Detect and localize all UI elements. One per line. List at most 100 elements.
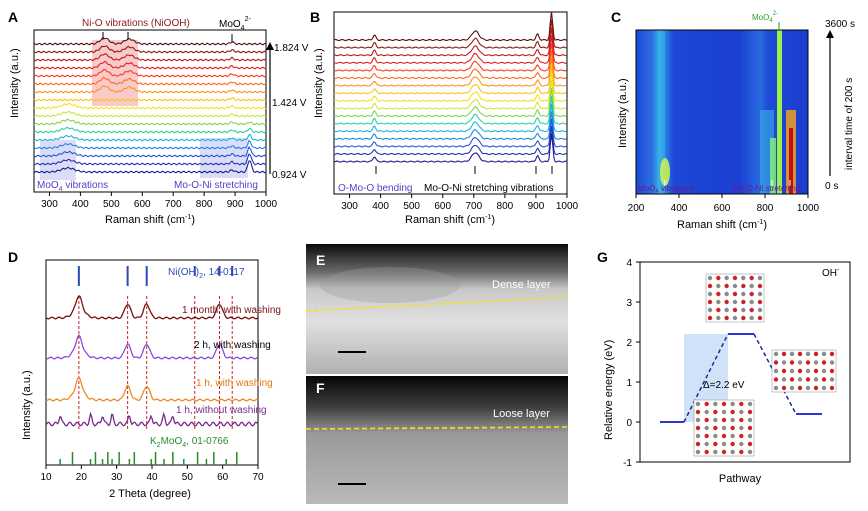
panel-c-time-arrowhead (826, 30, 834, 38)
panel-b-spectrum-12 (333, 95, 567, 125)
panel-a-spectrum-5 (33, 69, 267, 78)
panel-b-spectrum-10 (333, 79, 567, 110)
panel-g-ytick-label: 0 (626, 418, 632, 429)
panel-g-atom (716, 275, 721, 281)
panel-g-atom (707, 307, 713, 313)
panel-a-spectrum-16 (34, 153, 267, 166)
panel-d-frame (45, 259, 259, 466)
panel-b-frame (333, 11, 568, 195)
panel-g-atom (781, 377, 787, 382)
panel-g-atom (716, 315, 721, 321)
panel-g-atom (789, 385, 795, 391)
panel-d-series (45, 266, 259, 465)
panel-g-atom (732, 299, 738, 305)
panel-f-caption: Loose layer (493, 408, 550, 420)
panel-b-spectrum-9 (333, 72, 567, 102)
panel-a-xtick-label: 900 (227, 199, 244, 210)
panel-g-ytick-label: 3 (626, 298, 632, 309)
panel-g-ytick-label: -1 (623, 458, 632, 469)
panel-b-spectrum-4 (333, 35, 567, 64)
panel-g-atom (773, 368, 779, 374)
panel-a-frame (33, 29, 267, 193)
panel-a-xtick-label: 800 (196, 199, 213, 210)
panel-g-ylabel: Relative energy (eV) (603, 340, 615, 440)
panel-g-atom (805, 360, 811, 365)
panel-e-caption: Dense layer (492, 279, 551, 291)
panel-g-atom (781, 385, 787, 391)
panel-a-spectra (33, 37, 267, 174)
panel-b-spectrum-16 (333, 125, 567, 156)
panel-b-spectrum-15 (333, 118, 567, 148)
panel-b-spectrum-7 (333, 57, 567, 87)
panel-g-atom (724, 315, 729, 321)
panel-g-barrier-label: Δ=2.2 eV (703, 380, 745, 391)
panel-g-atom (704, 409, 709, 415)
panel-a-xticks: 300 400 500 600 700 800 900 1000 (41, 192, 278, 210)
panel-g-atom (721, 449, 727, 455)
panel-g-atom (757, 315, 763, 321)
panel-g-atom (781, 360, 787, 365)
panel-g-atom (797, 368, 803, 374)
panel-g-atom (724, 275, 729, 281)
panel-e-micrograph (306, 244, 568, 374)
panel-g-atom (747, 441, 753, 447)
panel-d-xtick-label: 50 (182, 472, 194, 483)
panel-a-spectrum-1 (33, 37, 267, 46)
panel-a-xtick-label: 700 (165, 199, 182, 210)
panel-a-spectrum-3 (33, 53, 267, 62)
panel-c-monist-label: Mo-O-Ni stretching (733, 184, 800, 193)
panel-g-atom (757, 299, 763, 305)
panel-b-spectrum-3 (333, 27, 567, 57)
panel-b-spectrum-17 (333, 133, 567, 163)
panel-b-xtick-label: 800 (497, 201, 514, 212)
panel-d-series-label-3: 1 h, with washing (196, 378, 273, 389)
panel-g-atom (732, 307, 738, 313)
panel-a-xtick-label: 500 (103, 199, 120, 210)
panel-d-ref-top: Ni(OH)2, 14-0117 (168, 267, 245, 280)
panel-g-atom (829, 368, 835, 374)
panel-g-atom (704, 401, 709, 407)
panel-b-spectrum-11 (334, 87, 567, 118)
panel-g-atom (821, 368, 827, 374)
panel-a-ylabel: Intensity (a.u.) (9, 48, 21, 118)
panel-b-xtick-label: 400 (372, 201, 389, 212)
panel-g-ytick-label: 1 (626, 378, 632, 389)
panel-c-xtick-label: 400 (671, 203, 688, 214)
panel-a-xtick-label: 300 (41, 199, 58, 210)
panel-g-atom (730, 449, 735, 455)
panel-g-atom (695, 441, 701, 447)
panel-c-xlabel: Raman shift (cm-1) (677, 219, 767, 231)
panel-g-atom (757, 307, 763, 313)
panel-b-spectrum-8 (333, 64, 567, 95)
panel-f: F Loose layer (305, 376, 569, 504)
panel-c-interval: interval time of 200 s (844, 78, 855, 170)
panel-c-xticks: 200 400 600 800 1000 (628, 194, 820, 214)
panel-g-atom (721, 409, 727, 415)
panel-b-xtick-label: 1000 (556, 201, 579, 212)
panel-b-ylabel: Intensity (a.u.) (313, 48, 325, 118)
panel-g-atom (721, 425, 727, 431)
panel-a-xtick-label: 600 (134, 199, 151, 210)
panel-a-spectrum-13 (33, 134, 267, 142)
panel-g-atom (704, 433, 709, 439)
panel-g-atom (773, 351, 779, 357)
panel-g-atom (747, 449, 753, 455)
panel-g-atom (704, 417, 709, 423)
panel-g-atom (741, 299, 746, 305)
panel-c-time-bottom: 0 s (825, 181, 838, 192)
panel-c-moo4-vibrations-label: MoO4 vibrations (638, 184, 695, 195)
panel-g-structure-initial (693, 399, 755, 457)
panel-d-series-label-1: 1 month, with washing (182, 305, 281, 316)
panel-b-spectra (333, 11, 567, 163)
panel-g-atom (797, 385, 803, 391)
panel-d-xtick-label: 20 (76, 472, 88, 483)
panel-g-atom (713, 433, 718, 439)
panel-g-atom (797, 351, 803, 357)
panel-g-atom (773, 385, 779, 391)
panel-b-xtick-label: 300 (341, 201, 358, 212)
panel-g-atom (724, 307, 729, 313)
panel-a-spectrum-6 (33, 76, 267, 86)
panel-g-atom (757, 283, 763, 289)
panel-g-atom (739, 449, 744, 455)
panel-b-xlabel: Raman shift (cm-1) (405, 214, 495, 226)
